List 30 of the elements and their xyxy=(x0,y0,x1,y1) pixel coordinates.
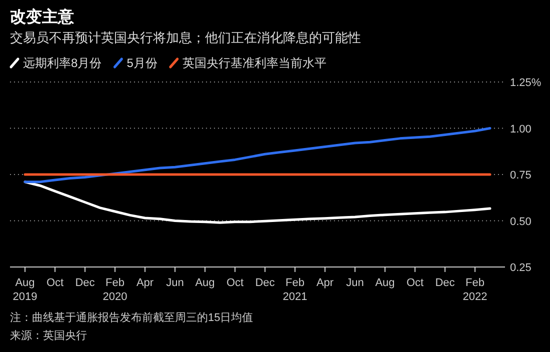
line-series xyxy=(24,127,492,184)
xtick: Aug xyxy=(375,277,395,289)
chart-title: 改变主意 xyxy=(10,7,75,26)
legend-label: 5月份 xyxy=(126,56,158,70)
y-tick-label: 0.50 xyxy=(510,216,532,228)
xtick: Apr xyxy=(316,277,334,289)
text: 注：曲线基于通胀报告发布前截至周三的15日均值 xyxy=(10,311,254,324)
xtick: Aug xyxy=(195,277,215,289)
chart-subtitle: 交易员不再预计英国央行将加息；他们正在消化降息的可能性 xyxy=(10,30,361,45)
legend-label: 远期利率8月份 xyxy=(23,56,102,70)
y-tick-label: 1.00 xyxy=(510,123,532,136)
source-note: 来源：英国央行 xyxy=(10,329,87,342)
xtick: Dec xyxy=(255,277,275,289)
xtick: Dec xyxy=(75,277,95,289)
xtick: Feb 2021 xyxy=(282,277,308,303)
xtick: Oct xyxy=(226,277,244,289)
xtick: Oct xyxy=(406,277,424,289)
y-tick-label: 0.75 xyxy=(510,170,532,182)
xtick: Oct xyxy=(46,277,64,289)
xtick: Feb 2022 xyxy=(462,277,488,303)
xtick: Dec xyxy=(435,277,455,289)
xtick: Jun xyxy=(166,277,184,289)
xtick: Aug 2019 xyxy=(12,277,38,303)
xtick: Jun xyxy=(346,277,364,289)
y-tick-label: 0.25 xyxy=(510,262,532,274)
line-series xyxy=(24,180,492,224)
y-tick-label: 1.25% xyxy=(510,77,542,89)
xtick: Feb 2020 xyxy=(102,277,128,303)
legend-label: 英国央行基准利率当前水平 xyxy=(182,56,326,70)
xtick: Apr xyxy=(136,277,154,289)
